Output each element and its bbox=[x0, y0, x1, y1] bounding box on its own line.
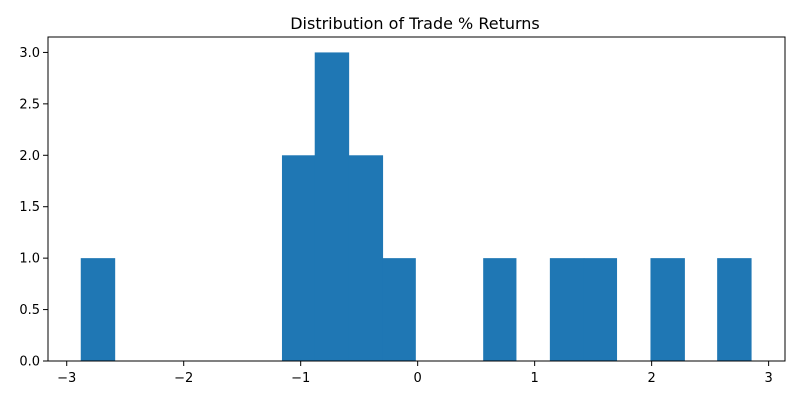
histogram-bar-7 bbox=[314, 52, 350, 362]
x-tick-label-1: −2 bbox=[174, 371, 193, 386]
y-tick-label-2: 1.0 bbox=[19, 252, 40, 267]
x-tick-label-5: 2 bbox=[647, 371, 655, 386]
histogram-bar-6 bbox=[281, 155, 316, 361]
histogram-bar-15 bbox=[583, 258, 618, 361]
x-tick-label-4: 1 bbox=[531, 371, 539, 386]
histogram-bar-12 bbox=[483, 258, 517, 361]
plot-frame bbox=[47, 36, 786, 362]
y-tick-label-0: 0.0 bbox=[19, 355, 40, 370]
histogram-bar-8 bbox=[348, 155, 384, 361]
x-tick-label-6: 3 bbox=[764, 371, 772, 386]
x-tick-label-0: −3 bbox=[57, 371, 76, 386]
histogram-bar-0 bbox=[80, 258, 116, 361]
histogram-bar-14 bbox=[549, 258, 585, 361]
y-tick-label-5: 2.5 bbox=[19, 97, 40, 112]
y-tick-label-6: 3.0 bbox=[19, 46, 40, 61]
y-tick-label-3: 1.5 bbox=[19, 200, 40, 215]
y-tick-label-4: 2.0 bbox=[19, 149, 40, 164]
chart-title: Distribution of Trade % Returns bbox=[290, 14, 540, 33]
y-tick-label-1: 0.5 bbox=[19, 303, 40, 318]
histogram-bar-19 bbox=[717, 258, 752, 361]
x-tick-label-3: 0 bbox=[414, 371, 422, 386]
y-axis: 0.0 0.5 1.0 1.5 2.0 2.5 3.0 bbox=[19, 46, 48, 370]
x-axis: −3 −2 −1 0 1 2 3 bbox=[57, 361, 773, 386]
histogram-bar-17 bbox=[650, 258, 685, 361]
histogram-bar-9 bbox=[382, 258, 416, 361]
x-tick-label-2: −1 bbox=[291, 371, 310, 386]
bars-group bbox=[80, 52, 752, 362]
